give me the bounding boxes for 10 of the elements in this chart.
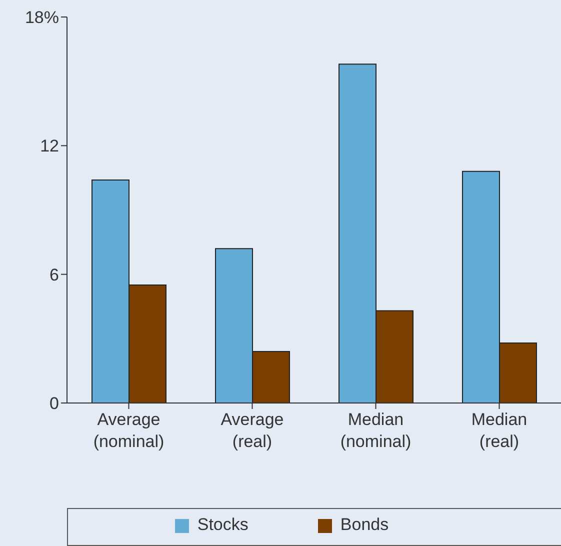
x-tick-label: Median (nominal)	[340, 410, 412, 451]
x-tick-label: Average (nominal)	[93, 410, 164, 451]
y-tick-label: 18%	[24, 8, 59, 28]
x-tick-label: Median (real)	[471, 410, 528, 451]
x-tick-label: Average (real)	[220, 410, 284, 451]
legend-label: Bonds	[340, 515, 389, 534]
y-tick-label: 0	[50, 394, 59, 414]
y-tick-label: 12	[40, 136, 59, 156]
y-tick-label: 6	[50, 265, 59, 284]
legend-label: Stocks	[197, 515, 248, 534]
